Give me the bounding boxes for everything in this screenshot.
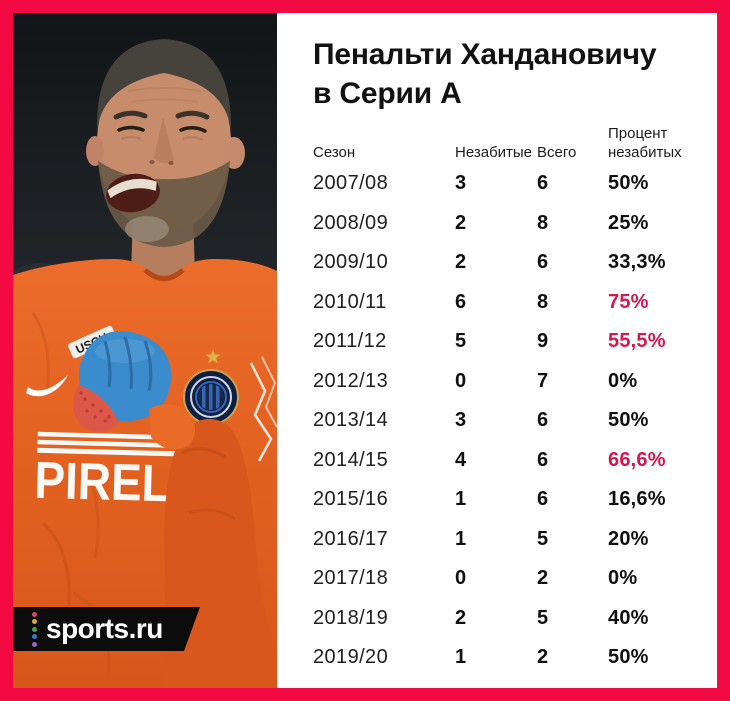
percent-cell: 50% (608, 409, 649, 432)
percent-cell: 66,6% (608, 448, 666, 471)
player-photo: PIRELLI USCH (13, 13, 277, 688)
season-cell: 2014/15 (313, 448, 389, 471)
season-cell: 2019/20 (313, 646, 389, 669)
table-row: 2019/20 1 2 50% (313, 638, 699, 678)
percent-cell: 16,6% (608, 488, 666, 511)
logo-dot (32, 612, 37, 617)
missed-cell: 6 (455, 290, 467, 313)
inter-badge-icon (183, 349, 239, 425)
table-row: 2018/19 2 5 40% (313, 599, 699, 639)
page-title-line1: Пенальти Хандановичу (313, 38, 657, 71)
total-cell: 2 (537, 567, 549, 590)
total-cell: 5 (537, 527, 549, 550)
season-cell: 2010/11 (313, 290, 387, 313)
logo-dots (32, 612, 37, 647)
missed-cell: 0 (455, 369, 467, 392)
missed-cell: 1 (455, 527, 467, 550)
table-row: 2011/12 5 9 55,5% (313, 322, 699, 362)
season-cell: 2016/17 (313, 527, 389, 550)
table-row: 2015/16 1 6 16,6% (313, 480, 699, 520)
percent-cell: 40% (608, 606, 649, 629)
table-row: 2013/14 3 6 50% (313, 401, 699, 441)
column-header-percent: Процент незабитых (608, 125, 682, 161)
column-header-season: Сезон (313, 144, 356, 161)
table-header: Сезон Незабитые Всего Процент незабитых (313, 124, 699, 162)
total-cell: 6 (537, 448, 549, 471)
missed-cell: 2 (455, 251, 467, 274)
missed-cell: 1 (455, 488, 467, 511)
percent-cell: 0% (608, 369, 638, 392)
shoulder-pattern-icon (249, 356, 277, 462)
stats-table-body: 2007/08 3 6 50% 2008/09 2 8 25% 2009/10 … (313, 164, 699, 678)
missed-cell: 3 (455, 409, 467, 432)
total-cell: 6 (537, 409, 549, 432)
table-row: 2010/11 6 8 75% (313, 283, 699, 323)
total-cell: 8 (537, 211, 549, 234)
season-cell: 2012/13 (313, 369, 389, 392)
table-row: 2009/10 2 6 33,3% (313, 243, 699, 283)
percent-cell: 50% (608, 646, 649, 669)
player-head (86, 39, 245, 283)
total-cell: 2 (537, 646, 549, 669)
season-cell: 2013/14 (313, 409, 389, 432)
table-row: 2014/15 4 6 66,6% (313, 441, 699, 481)
stats-panel: Пенальти Хандановичу в Серии А Сезон Нез… (277, 13, 717, 688)
column-header-total: Всего (537, 144, 577, 161)
column-header-missed: Незабитые (455, 144, 533, 161)
table-row: 2008/09 2 8 25% (313, 204, 699, 244)
percent-cell: 50% (608, 172, 649, 195)
page-title-line2: в Серии А (313, 77, 462, 110)
season-cell: 2017/18 (313, 567, 389, 590)
logo-dot (32, 634, 37, 639)
season-cell: 2018/19 (313, 606, 389, 629)
table-row: 2016/17 1 5 20% (313, 520, 699, 560)
total-cell: 6 (537, 251, 549, 274)
total-cell: 8 (537, 290, 549, 313)
season-cell: 2009/10 (313, 251, 389, 274)
percent-cell: 0% (608, 567, 638, 590)
total-cell: 6 (537, 172, 549, 195)
percent-cell: 25% (608, 211, 649, 234)
missed-cell: 2 (455, 606, 467, 629)
nike-swoosh-icon (26, 375, 68, 397)
table-row: 2017/18 0 2 0% (313, 559, 699, 599)
sportsru-logo: sports.ru (13, 607, 200, 651)
missed-cell: 4 (455, 448, 467, 471)
percent-cell: 75% (608, 290, 649, 313)
missed-cell: 1 (455, 646, 467, 669)
total-cell: 6 (537, 488, 549, 511)
table-row: 2007/08 3 6 50% (313, 164, 699, 204)
percent-cell: 20% (608, 527, 649, 550)
season-cell: 2007/08 (313, 172, 389, 195)
logo-dot (32, 642, 37, 647)
percent-cell: 33,3% (608, 251, 666, 274)
missed-cell: 2 (455, 211, 467, 234)
total-cell: 7 (537, 369, 549, 392)
sportsru-logo-text: sports.ru (46, 613, 163, 644)
logo-dot (32, 627, 37, 632)
total-cell: 5 (537, 606, 549, 629)
season-cell: 2015/16 (313, 488, 389, 511)
missed-cell: 5 (455, 330, 467, 353)
table-row: 2012/13 0 7 0% (313, 362, 699, 402)
total-cell: 9 (537, 330, 549, 353)
percent-cell: 55,5% (608, 330, 666, 353)
missed-cell: 0 (455, 567, 467, 590)
missed-cell: 3 (455, 172, 467, 195)
logo-dot (32, 619, 37, 624)
season-cell: 2008/09 (313, 211, 389, 234)
season-cell: 2011/12 (313, 330, 387, 353)
player-photo-illustration: PIRELLI USCH (13, 13, 277, 688)
